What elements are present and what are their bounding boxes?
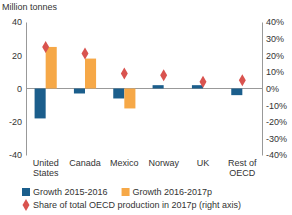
tick: -40 bbox=[9, 150, 26, 160]
chart: -40 -20 0 20 40 -40% -30% -20% -10% 0% 10% 20% 30% 40… bbox=[0, 0, 292, 215]
legend-swatch bbox=[122, 188, 130, 196]
bar bbox=[85, 59, 96, 89]
legend-label: Growth 2016-2017p bbox=[133, 187, 213, 197]
tick-label: -30% bbox=[266, 134, 287, 144]
tick-label-line: Norway bbox=[148, 158, 179, 168]
tick: Norway bbox=[148, 155, 179, 168]
tick-label: -20 bbox=[9, 117, 22, 127]
plot: -40 -20 0 20 40 -40% -30% -20% -10% 0% 10% 20% 30% 40… bbox=[9, 17, 287, 178]
point bbox=[121, 68, 128, 80]
tick-label: -10% bbox=[266, 101, 287, 111]
tick: UK bbox=[197, 155, 210, 168]
bar bbox=[74, 89, 85, 94]
tick: -20% bbox=[262, 117, 287, 127]
bar bbox=[203, 88, 214, 89]
bar bbox=[124, 89, 135, 109]
tick-label: 20 bbox=[12, 51, 22, 61]
x-axis: UnitedStates Canada Mexico Norway UK Rest ofO… bbox=[33, 155, 257, 178]
bar bbox=[153, 85, 164, 88]
tick-label: 0 bbox=[17, 84, 22, 94]
legend: Growth 2015-2016 Growth 2016-2017p Share o… bbox=[22, 187, 241, 211]
tick: Rest ofOECD bbox=[228, 155, 257, 178]
bar bbox=[164, 88, 175, 89]
bar bbox=[35, 89, 46, 119]
legend-swatch bbox=[23, 199, 30, 211]
point bbox=[160, 69, 167, 81]
legend-swatch bbox=[22, 188, 30, 196]
tick-label-line: Rest of bbox=[228, 158, 257, 168]
bar bbox=[113, 89, 124, 99]
tick-label: 20% bbox=[266, 51, 284, 61]
legend-label: Share of total OECD production in 2017p … bbox=[33, 200, 241, 210]
tick-label: 30% bbox=[266, 34, 284, 44]
point bbox=[82, 48, 89, 60]
tick-label: Norway bbox=[148, 158, 179, 168]
y-axis: -40 -20 0 20 40 bbox=[9, 17, 27, 160]
tick-label: -20% bbox=[266, 117, 287, 127]
tick-label: -40% bbox=[266, 150, 287, 160]
point bbox=[42, 41, 49, 53]
tick-label-line: States bbox=[33, 168, 59, 178]
legend-label: Growth 2015-2016 bbox=[33, 187, 108, 197]
zero-line bbox=[26, 88, 262, 89]
tick-label: 0% bbox=[266, 84, 279, 94]
axis-line bbox=[262, 23, 263, 156]
tick: 40 bbox=[12, 17, 26, 27]
tick: Mexico bbox=[110, 155, 139, 168]
tick-label-line: United bbox=[33, 158, 59, 168]
tick-label-line: OECD bbox=[229, 168, 256, 178]
tick: -30% bbox=[262, 134, 287, 144]
tick-label-line: Canada bbox=[69, 158, 101, 168]
tick: 40% bbox=[262, 17, 284, 27]
tick: -40% bbox=[262, 150, 287, 160]
tick: -10% bbox=[262, 101, 287, 111]
axis-line bbox=[26, 23, 27, 156]
tick: 20% bbox=[262, 51, 284, 61]
bar bbox=[192, 85, 203, 88]
tick-label: UK bbox=[197, 158, 210, 168]
point bbox=[239, 74, 246, 86]
tick-label: 40% bbox=[266, 17, 284, 27]
tick: Canada bbox=[69, 155, 101, 168]
tick-label-line: Mexico bbox=[110, 158, 139, 168]
tick: UnitedStates bbox=[33, 155, 59, 178]
bar bbox=[231, 89, 242, 96]
tick-label: -40 bbox=[9, 150, 22, 160]
tick: 10% bbox=[262, 67, 284, 77]
bar bbox=[46, 47, 57, 89]
y-axis-title: Million tonnes bbox=[2, 2, 58, 12]
tick-label: 40 bbox=[12, 17, 22, 27]
y2-axis: -40% -30% -20% -10% 0% 10% 20% 30% 40% bbox=[262, 17, 287, 160]
tick: 0 bbox=[17, 84, 26, 94]
tick-label: Rest ofOECD bbox=[228, 158, 257, 178]
tick-label: Mexico bbox=[110, 158, 139, 168]
point bbox=[200, 76, 207, 88]
bar bbox=[242, 88, 253, 89]
tick-label-line: UK bbox=[197, 158, 210, 168]
tick: 20 bbox=[12, 51, 26, 61]
marks bbox=[35, 41, 246, 119]
tick: 0% bbox=[262, 84, 279, 94]
tick-label: Canada bbox=[69, 158, 101, 168]
tick-label: 10% bbox=[266, 67, 284, 77]
tick: -20 bbox=[9, 117, 26, 127]
tick: 30% bbox=[262, 34, 284, 44]
tick-label: UnitedStates bbox=[33, 158, 59, 178]
